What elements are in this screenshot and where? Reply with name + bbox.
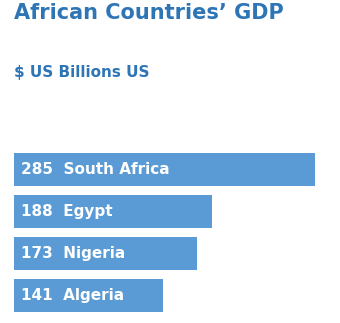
Text: $ US Billions US: $ US Billions US	[14, 65, 149, 79]
Text: African Countries’ GDP: African Countries’ GDP	[14, 3, 283, 23]
Text: 173  Nigeria: 173 Nigeria	[21, 246, 125, 261]
Text: 285  South Africa: 285 South Africa	[21, 162, 170, 177]
Text: 188  Egypt: 188 Egypt	[21, 204, 113, 219]
Bar	[14, 237, 197, 270]
Bar	[14, 195, 212, 228]
Bar	[14, 153, 315, 186]
Bar	[14, 279, 163, 312]
Text: 141  Algeria: 141 Algeria	[21, 288, 124, 303]
